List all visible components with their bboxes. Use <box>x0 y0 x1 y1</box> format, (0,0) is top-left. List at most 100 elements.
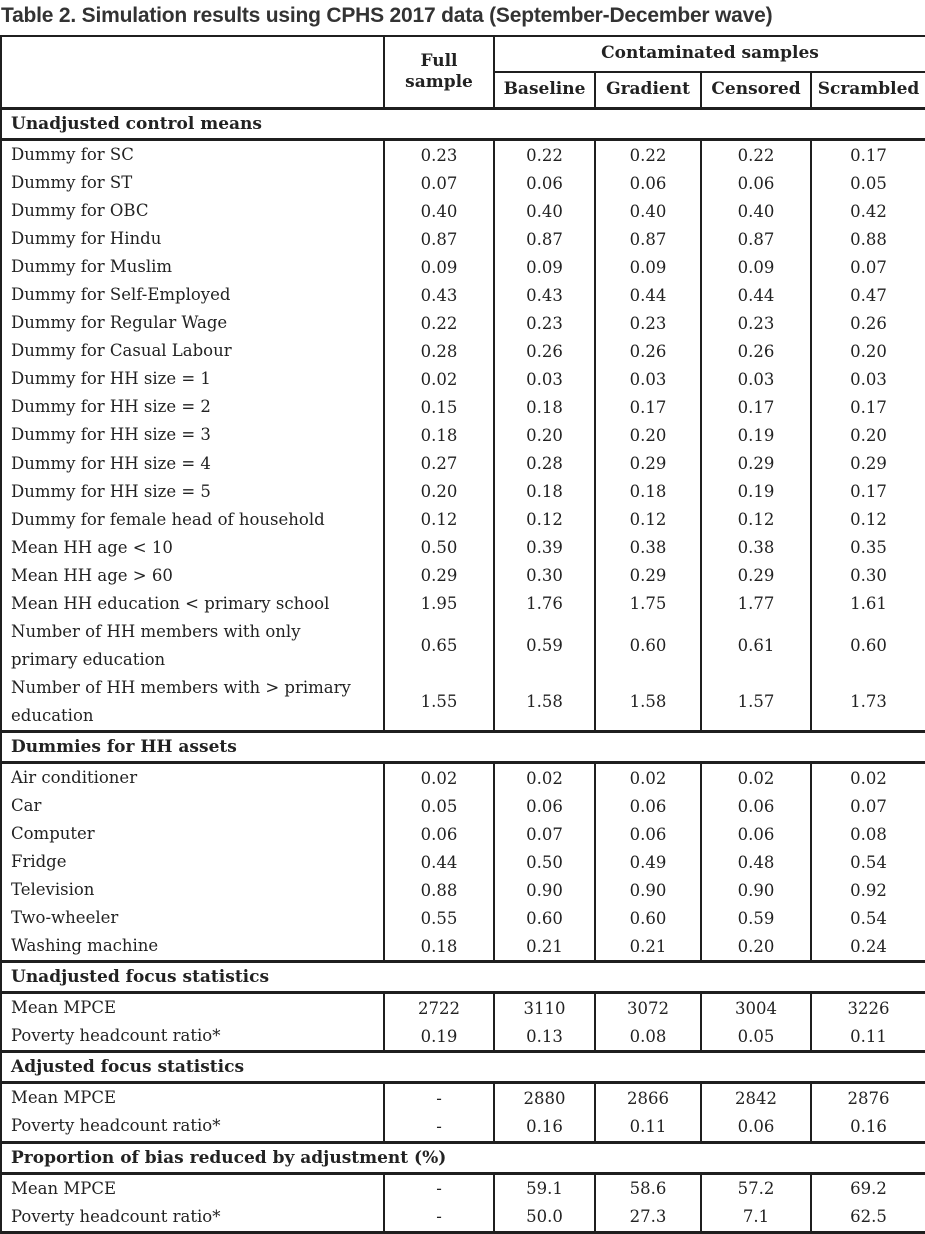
table-row: Dummy for ST 0.07 0.06 0.06 0.06 0.05 <box>0 169 925 198</box>
value-cell: 0.48 <box>700 848 812 877</box>
table-row: Dummy for OBC 0.40 0.40 0.40 0.40 0.42 <box>0 197 925 226</box>
row-label: Dummy for Muslim <box>0 253 385 282</box>
value-cell: - <box>383 1112 495 1142</box>
table-row: Dummy for female head of household 0.12 0.… <box>0 505 925 534</box>
value-cell: 0.54 <box>809 848 925 877</box>
table-row: Dummy for Regular Wage 0.22 0.23 0.23 0.23 0.… <box>0 309 925 338</box>
table-row: Poverty headcount ratio* 0.19 0.13 0.08 0.05… <box>0 1022 925 1052</box>
value-cell: 0.19 <box>700 421 812 450</box>
row-label: Two-wheeler <box>0 904 385 933</box>
value-cell: 7.1 <box>700 1202 812 1233</box>
value-cell: 0.44 <box>383 848 495 877</box>
value-cell: 57.2 <box>700 1173 812 1203</box>
row-label: Dummy for ST <box>0 169 385 198</box>
value-cell: 0.06 <box>700 820 812 849</box>
section-header: Unadjusted focus statistics <box>0 960 925 995</box>
table-row: Dummy for Muslim 0.09 0.09 0.09 0.09 0.07 <box>0 253 925 282</box>
value-cell: 27.3 <box>594 1202 702 1233</box>
value-cell: 0.12 <box>493 505 596 534</box>
value-cell: 0.12 <box>809 505 925 534</box>
value-cell: 0.29 <box>809 449 925 478</box>
value-cell: 0.07 <box>383 169 495 198</box>
value-cell: 0.02 <box>594 762 702 793</box>
value-cell: 0.09 <box>594 253 702 282</box>
section-header-row: Proportion of bias reduced by adjustment… <box>0 1140 925 1175</box>
table-row: Air conditioner 0.02 0.02 0.02 0.02 0.02 <box>0 762 925 793</box>
value-cell: 0.07 <box>809 792 925 821</box>
value-cell: 0.03 <box>594 365 702 394</box>
value-cell: 3004 <box>700 992 812 1023</box>
value-cell: 0.19 <box>700 477 812 506</box>
value-cell: 50.0 <box>493 1202 596 1233</box>
row-label: Dummy for Casual Labour <box>0 337 385 366</box>
value-cell: 1.57 <box>700 673 812 732</box>
table-row: Mean HH age < 10 0.50 0.39 0.38 0.38 0.35 <box>0 533 925 562</box>
value-cell: 0.11 <box>594 1112 702 1142</box>
value-cell: 0.29 <box>594 449 702 478</box>
value-cell: 0.18 <box>493 393 596 422</box>
value-cell: 0.06 <box>493 792 596 821</box>
table-row: Mean MPCE -2880 2866 2842 2876 <box>0 1082 925 1113</box>
value-cell: 59.1 <box>493 1173 596 1203</box>
value-cell: 0.43 <box>493 281 596 310</box>
table-row: Dummy for HH size = 5 0.20 0.18 0.18 0.19 0.1… <box>0 477 925 506</box>
value-cell: 0.87 <box>493 225 596 254</box>
section-header: Proportion of bias reduced by adjustment… <box>0 1140 925 1175</box>
table-row: Car 0.05 0.06 0.06 0.06 0.07 <box>0 792 925 821</box>
value-cell: 3226 <box>809 992 925 1023</box>
value-cell: 0.07 <box>809 253 925 282</box>
value-cell: 0.02 <box>700 762 812 793</box>
value-cell: 0.24 <box>809 932 925 962</box>
value-cell: 0.16 <box>809 1112 925 1142</box>
corner-cell <box>0 35 385 110</box>
value-cell: 0.06 <box>594 820 702 849</box>
value-cell: 0.03 <box>700 365 812 394</box>
table-row: Poverty headcount ratio* -0.16 0.11 0.06 0.1… <box>0 1112 925 1142</box>
value-cell: 0.87 <box>700 225 812 254</box>
row-label: Fridge <box>0 848 385 877</box>
value-cell: 0.17 <box>809 139 925 170</box>
value-cell: 0.09 <box>493 253 596 282</box>
value-cell: 0.29 <box>594 561 702 590</box>
section-header-row: Dummies for HH assets <box>0 729 925 764</box>
value-cell: 0.23 <box>700 309 812 338</box>
section-header: Dummies for HH assets <box>0 729 925 764</box>
value-cell: 0.20 <box>809 421 925 450</box>
row-label: Mean MPCE <box>0 992 385 1023</box>
value-cell: 0.21 <box>594 932 702 962</box>
row-label: Dummy for HH size = 1 <box>0 365 385 394</box>
table-row: Fridge 0.44 0.50 0.49 0.48 0.54 <box>0 848 925 877</box>
value-cell: 0.40 <box>383 197 495 226</box>
value-cell: 1.75 <box>594 589 702 618</box>
value-cell: 0.12 <box>383 505 495 534</box>
value-cell: 1.58 <box>493 673 596 732</box>
value-cell: 2866 <box>594 1082 702 1113</box>
value-cell: 0.50 <box>383 533 495 562</box>
table-row: Washing machine 0.18 0.21 0.21 0.20 0.24 <box>0 932 925 962</box>
value-cell: 0.65 <box>383 617 495 674</box>
value-cell: 69.2 <box>809 1173 925 1203</box>
value-cell: 0.30 <box>493 561 596 590</box>
table-body: Unadjusted control means Dummy for SC 0.23… <box>0 107 925 1233</box>
row-label: Dummy for Hindu <box>0 225 385 254</box>
value-cell: 1.58 <box>594 673 702 732</box>
value-cell: 0.22 <box>493 139 596 170</box>
value-cell: 0.39 <box>493 533 596 562</box>
value-cell: 0.08 <box>594 1022 702 1052</box>
value-cell: 0.59 <box>700 904 812 933</box>
value-cell: 3072 <box>594 992 702 1023</box>
row-label: Dummy for SC <box>0 139 385 170</box>
header-row-groups: Full sample Contaminated samples <box>0 35 925 110</box>
table-row: Number of HH members with only primary e… <box>0 617 925 674</box>
value-cell: - <box>383 1173 495 1203</box>
value-cell: 0.42 <box>809 197 925 226</box>
value-cell: 0.60 <box>594 904 702 933</box>
value-cell: 0.87 <box>594 225 702 254</box>
value-cell: 0.88 <box>383 876 495 905</box>
value-cell: 0.22 <box>383 309 495 338</box>
table-row: Mean MPCE 2722 3110 3072 3004 3226 <box>0 992 925 1023</box>
value-cell: 0.20 <box>809 337 925 366</box>
row-label: Washing machine <box>0 932 385 962</box>
value-cell: 0.55 <box>383 904 495 933</box>
value-cell: 62.5 <box>809 1202 925 1233</box>
